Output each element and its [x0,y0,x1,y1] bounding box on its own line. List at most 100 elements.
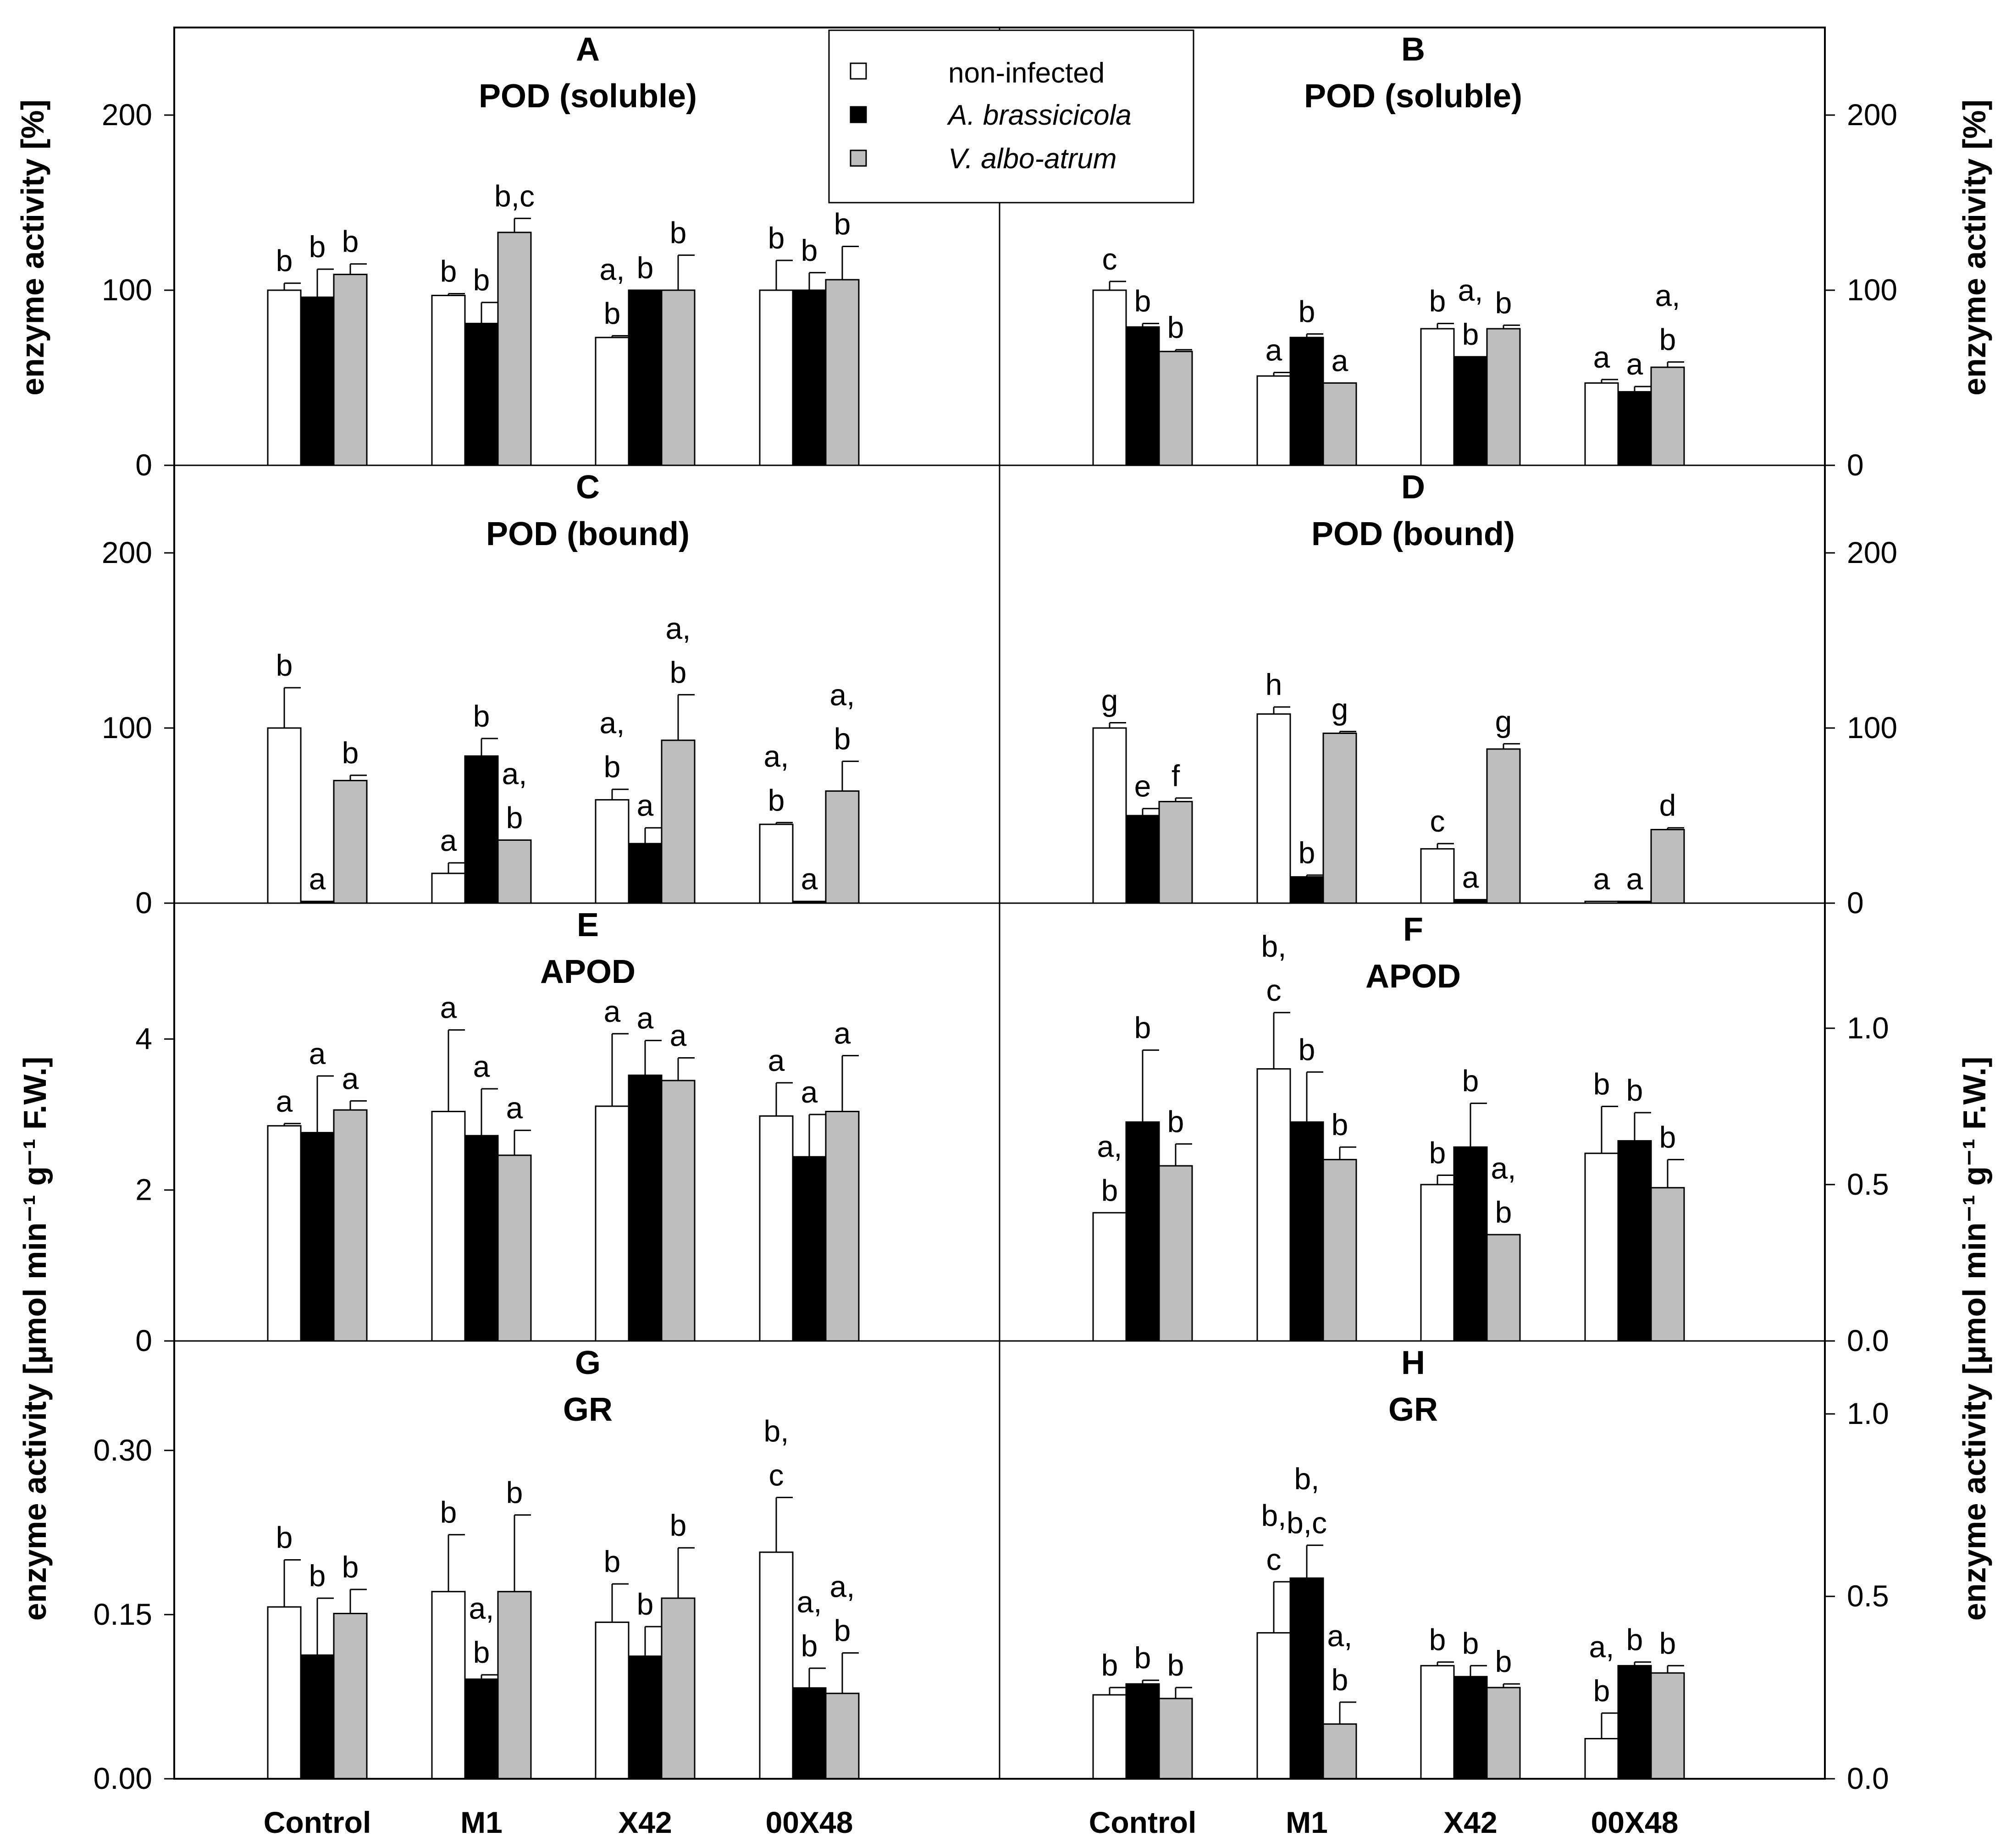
bar-v-albo-atrum-00x48 [825,790,860,904]
bar-v-albo-atrum-control [333,780,368,904]
significance-label: b [1462,317,1479,351]
bar-a-brassicicola-control [1125,1121,1160,1342]
bar-a-brassicicola-m1 [464,323,499,466]
significance-label: g [1495,704,1512,738]
significance-label: b [670,1508,687,1542]
category-label-control: Control [264,1805,371,1839]
significance-label: a [473,1049,490,1083]
significance-label: c [1266,1542,1282,1576]
bar-non-infected-00x48 [1584,382,1619,466]
bar-v-albo-atrum-control [1158,1165,1193,1342]
legend-swatch-a-brassicicola [850,106,867,123]
significance-label: a, [763,739,789,773]
y-tick-label: 200 [1847,98,1897,132]
bar-v-albo-atrum-x42 [1486,328,1521,466]
bar-non-infected-m1 [431,1110,466,1342]
significance-label: b [342,736,359,770]
bar-v-albo-atrum-control [333,1109,368,1342]
significance-label: b [1134,1011,1151,1045]
significance-label: a, [1097,1129,1122,1163]
significance-label: b, [1261,1498,1286,1532]
significance-label: b,c [494,179,535,213]
significance-label: a [604,994,621,1028]
significance-label: b [834,1613,851,1647]
panel-title: POD (soluble) [479,78,697,115]
significance-label: a [670,1019,687,1053]
significance-label: b [1495,286,1512,320]
bar-v-albo-atrum-control [333,274,368,466]
significance-label: a [637,1001,654,1035]
y-tick-label: 0.0 [1847,1761,1889,1795]
y-tick-label: 200 [102,535,152,569]
significance-label: b [1134,284,1151,318]
significance-label: a [309,1037,326,1070]
category-label-m1: M1 [1286,1805,1328,1839]
significance-label: b [1429,1136,1446,1169]
bar-v-albo-atrum-x42 [661,1080,696,1342]
significance-label: b [1134,1641,1151,1675]
bar-non-infected-control [1092,727,1127,904]
significance-label: a, [1327,1619,1352,1653]
significance-label: b [473,1635,490,1669]
bar-a-brassicicola-x42 [628,843,663,904]
significance-label: a, [1491,1151,1516,1185]
significance-label: a, [469,1591,494,1625]
y-tick-label: 2 [135,1173,152,1207]
legend-label-v-albo-atrum: V. albo-atrum [948,143,1117,175]
y-tick-label: 4 [135,1021,152,1055]
bar-v-albo-atrum-x42 [661,1597,696,1780]
significance-label: h [1265,667,1282,701]
significance-label: b [670,655,687,689]
y-tick-label: 100 [1847,711,1897,745]
bar-non-infected-00x48 [1584,1153,1619,1342]
panel-letter: A [576,31,600,68]
significance-label: b, [1261,929,1286,963]
bar-non-infected-m1 [1256,375,1291,466]
significance-label: g [1332,692,1348,726]
bar-v-albo-atrum-x42 [661,289,696,466]
significance-label: b [1659,1120,1676,1154]
significance-label: b [637,251,654,285]
bar-v-albo-atrum-x42 [1486,1687,1521,1780]
significance-label: b [342,225,359,259]
bar-non-infected-00x48 [759,1115,794,1342]
significance-label: a [506,1091,523,1125]
significance-label: f [1172,759,1180,793]
panel-letter: C [576,469,600,506]
panel-letter: F [1403,911,1423,948]
bar-non-infected-control [267,1606,302,1780]
bar-a-brassicicola-00x48 [1617,391,1652,466]
bar-non-infected-m1 [1256,1068,1291,1342]
significance-label: a, [1655,279,1680,313]
bar-v-albo-atrum-m1 [1322,1723,1357,1780]
bar-v-albo-atrum-m1 [1322,1158,1357,1342]
significance-label: b,c [1287,1506,1327,1540]
significance-label: a [1593,340,1610,374]
significance-label: b [1299,836,1315,870]
bar-non-infected-x42 [1420,328,1455,466]
significance-label: c [1266,973,1282,1007]
figure-frame [173,27,1826,1780]
significance-label: b [1462,1626,1479,1660]
significance-label: b [1495,1644,1512,1678]
significance-label: b [768,221,785,255]
bar-v-albo-atrum-m1 [497,839,532,904]
significance-label: b [1626,1622,1643,1656]
y-tick-label: 100 [102,711,152,745]
bar-v-albo-atrum-control [1158,351,1193,466]
significance-label: b [1593,1674,1610,1708]
bar-a-brassicicola-00x48 [1617,1140,1652,1342]
bar-a-brassicicola-control [300,1654,335,1780]
significance-label: b [670,216,687,250]
significance-label: b [1659,323,1676,357]
bar-a-brassicicola-00x48 [1617,1665,1652,1780]
bar-non-infected-x42 [1420,1184,1455,1342]
significance-label: a [440,823,457,857]
significance-label: a, [829,678,855,712]
bar-v-albo-atrum-00x48 [825,279,860,466]
significance-label: a [1593,862,1610,896]
significance-label: b, [763,1414,789,1448]
significance-label: a, [796,1585,822,1619]
